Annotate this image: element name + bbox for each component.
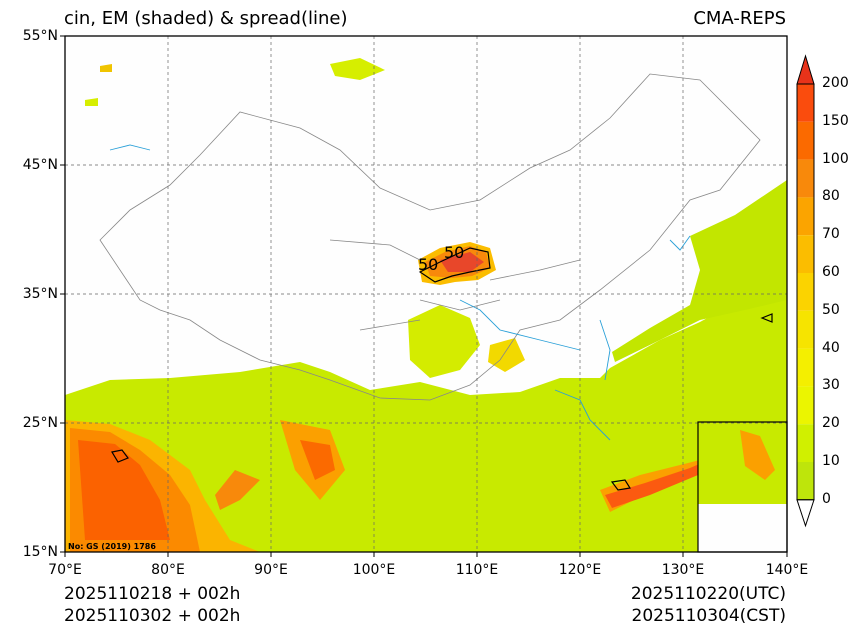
colorbar-label: 0 (822, 490, 831, 507)
init-time-cst: 2025110218 + 002h (64, 584, 241, 604)
colorbar-label: 50 (822, 301, 840, 318)
lon-label-90: 90°E (254, 562, 288, 578)
valid-time-utc: 2025110220(UTC) (630, 584, 786, 604)
colorbar-label: 70 (822, 226, 840, 243)
colorbar-label: 60 (822, 264, 840, 280)
colorbar-segment (797, 235, 814, 273)
contour-central (418, 247, 491, 283)
lat-label-35: 35°N (22, 286, 58, 302)
valid-time-cst: 2025110304(CST) (631, 606, 786, 626)
lat-label-25: 25°N (22, 415, 58, 431)
colorbar-segment (797, 159, 814, 198)
lon-label-70: 70°E (48, 562, 82, 578)
colorbar-segment (797, 310, 814, 349)
contour-label-2: 50 (444, 243, 464, 262)
lon-label-120: 120°E (558, 562, 602, 578)
map-title: cin, EM (shaded) & spread(line) (64, 8, 348, 29)
lon-label-100: 100°E (352, 562, 396, 578)
colorbar-label: 10 (822, 453, 840, 469)
colorbar-min-extension (796, 499, 815, 528)
grid-lines (65, 36, 787, 552)
colorbar-label: 40 (822, 339, 840, 356)
colorbar-label: 150 (822, 112, 849, 129)
colorbar-label: 100 (822, 150, 849, 167)
colorbar-segment (797, 273, 814, 311)
init-time-utc: 2025110302 + 002h (64, 606, 241, 626)
colorbar-segment (797, 84, 814, 122)
axis-ticks (60, 35, 788, 557)
contour-ne (760, 313, 773, 323)
colorbar-segment (797, 121, 814, 160)
colorbar-segment (797, 424, 814, 462)
colorbar-max-extension (796, 54, 815, 85)
contour-east (610, 479, 631, 491)
rivers-coast (109, 144, 691, 441)
contour-label-1: 50 (418, 255, 438, 274)
shaded-field (65, 58, 787, 552)
spread-contours (111, 247, 773, 491)
lon-label-130: 130°E (661, 562, 705, 578)
colorbar-outline (796, 83, 815, 501)
lat-label-55: 55°N (22, 28, 58, 44)
lon-label-140: 140°E (765, 562, 809, 578)
colorbar-label: 200 (822, 75, 849, 91)
lon-label-80: 80°E (151, 562, 185, 578)
colorbar (796, 54, 815, 528)
colorbar-segment (797, 462, 814, 500)
colorbar-label: 20 (822, 415, 840, 432)
colorbar-label: 80 (822, 188, 840, 205)
colorbar-segment (797, 197, 814, 236)
lat-label-45: 45°N (22, 157, 58, 173)
map-approval-note: No: GS (2019) 1786 (68, 542, 156, 551)
model-name: CMA-REPS (693, 8, 786, 29)
colorbar-label: 30 (822, 377, 840, 394)
contour-nw (111, 449, 129, 463)
colorbar-segment (797, 348, 814, 387)
lon-label-110: 110°E (455, 562, 499, 578)
colorbar-segment (797, 386, 814, 425)
boundary-lines (99, 73, 761, 401)
lat-label-15: 15°N (22, 544, 58, 560)
